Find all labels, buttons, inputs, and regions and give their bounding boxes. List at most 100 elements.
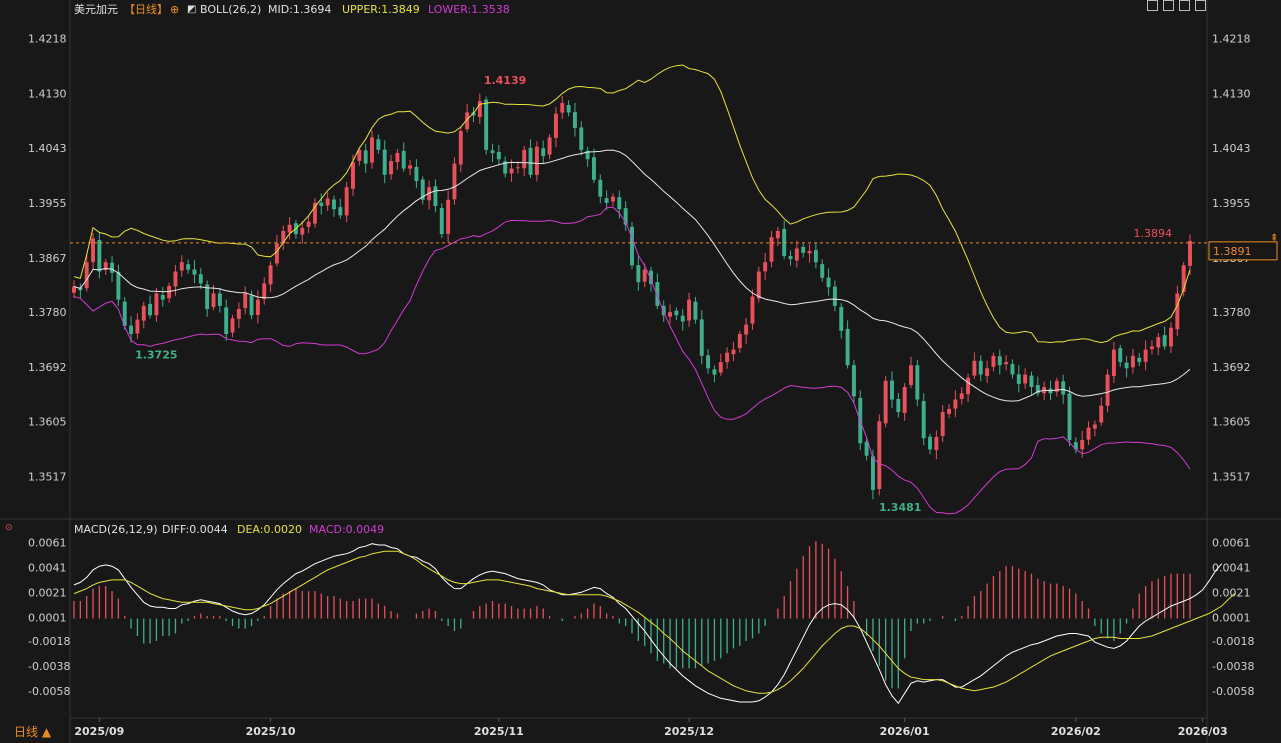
candle-body bbox=[1004, 362, 1009, 365]
candle-body bbox=[598, 179, 603, 197]
candle-body bbox=[585, 150, 590, 160]
candle-body bbox=[566, 105, 571, 113]
candle-body bbox=[160, 294, 165, 300]
candle-body bbox=[490, 150, 495, 153]
candle-body bbox=[325, 198, 330, 206]
candle-body bbox=[591, 157, 596, 180]
candle-body bbox=[972, 360, 977, 376]
candle-body bbox=[699, 319, 704, 356]
candle-body bbox=[1061, 381, 1066, 395]
macd-close-icon[interactable]: ⊙ bbox=[5, 523, 13, 533]
scroll-end-icon[interactable] bbox=[1195, 0, 1206, 11]
candle-body bbox=[687, 299, 692, 321]
candle-body bbox=[915, 365, 920, 400]
candle-body bbox=[72, 286, 76, 293]
candle-body bbox=[452, 163, 457, 200]
price-axis-tick-left: 1.3517 bbox=[28, 470, 67, 483]
macd-axis-tick-right: 0.0061 bbox=[1212, 536, 1251, 549]
price-axis-tick-right: 1.3692 bbox=[1212, 361, 1251, 374]
candle-body bbox=[801, 246, 806, 253]
candle-body bbox=[382, 149, 387, 175]
candle-body bbox=[129, 325, 134, 334]
candle-body bbox=[408, 165, 413, 169]
candle-body bbox=[179, 262, 184, 271]
candle-body bbox=[370, 137, 374, 163]
candle-body bbox=[668, 312, 673, 317]
candle-body bbox=[363, 150, 368, 164]
candle-body bbox=[243, 293, 248, 309]
candle-body bbox=[1124, 362, 1129, 369]
price-axis-tick-left: 1.3867 bbox=[28, 252, 67, 265]
macd-axis-tick-left: 0.0041 bbox=[28, 561, 67, 574]
candle-body bbox=[496, 151, 501, 160]
low-price-annotation: 1.3725 bbox=[135, 348, 177, 361]
time-axis-label: 2026/03 bbox=[1178, 725, 1228, 738]
price-axis-tick-left: 1.3780 bbox=[28, 306, 67, 319]
candle-body bbox=[1169, 327, 1173, 347]
candle-body bbox=[636, 265, 641, 283]
candle-body bbox=[465, 112, 470, 130]
candle-body bbox=[909, 365, 913, 386]
candle-body bbox=[148, 303, 153, 316]
candle-body bbox=[934, 436, 939, 450]
price-axis-tick-left: 1.4130 bbox=[28, 88, 67, 101]
candle-body bbox=[395, 152, 400, 163]
candle-body bbox=[560, 103, 565, 113]
candle-body bbox=[198, 274, 203, 284]
candle-body bbox=[1080, 440, 1085, 450]
candle-body bbox=[1175, 293, 1180, 330]
candle-body bbox=[642, 269, 647, 282]
period-label: 【日线】 bbox=[124, 3, 168, 16]
macd-dea-value: DEA:0.0020 bbox=[237, 523, 302, 536]
candle-body bbox=[813, 249, 818, 263]
boll-label: BOLL(26,2) bbox=[200, 3, 262, 16]
macd-diff-value: DIFF:0.0044 bbox=[162, 523, 228, 536]
candle-body bbox=[940, 412, 945, 436]
candle-body bbox=[1130, 355, 1135, 368]
candle-body bbox=[84, 262, 89, 289]
candle-body bbox=[693, 301, 698, 320]
candle-body bbox=[287, 224, 292, 233]
candle-body bbox=[135, 319, 140, 334]
candle-body bbox=[484, 99, 489, 150]
candle-body bbox=[268, 265, 273, 285]
candle-body bbox=[541, 148, 546, 157]
price-axis-tick-right: 1.3955 bbox=[1212, 197, 1251, 210]
settings-gear-icon[interactable]: ⊕ bbox=[170, 3, 180, 16]
candle-body bbox=[604, 198, 609, 203]
candle-body bbox=[1188, 240, 1192, 266]
candle-body bbox=[763, 262, 768, 272]
current-price-label: 1.3891 bbox=[1213, 245, 1252, 258]
candle-body bbox=[731, 349, 736, 355]
candle-body bbox=[1086, 427, 1091, 440]
candle-body bbox=[351, 162, 355, 189]
boll-lower-value: LOWER:1.3538 bbox=[428, 3, 510, 16]
candle-body bbox=[864, 441, 869, 456]
candle-body bbox=[414, 166, 419, 182]
candle-body bbox=[706, 355, 711, 369]
candle-body bbox=[744, 324, 749, 335]
candle-body bbox=[725, 352, 730, 363]
macd-axis-tick-right: 0.0041 bbox=[1212, 561, 1251, 574]
candle-body bbox=[630, 226, 634, 266]
candle-body bbox=[1099, 405, 1104, 423]
macd-axis-tick-right: 0.0021 bbox=[1212, 586, 1251, 599]
candle-body bbox=[433, 186, 438, 207]
candle-body bbox=[141, 305, 146, 321]
macd-axis-tick-left: 0.0001 bbox=[28, 611, 67, 624]
candle-body bbox=[1054, 380, 1059, 392]
macd-axis-tick-left: 0.0061 bbox=[28, 536, 67, 549]
crosshair-icon[interactable] bbox=[1147, 0, 1158, 11]
restore-icon[interactable] bbox=[1179, 0, 1190, 11]
candle-body bbox=[674, 310, 679, 316]
period-switch-button[interactable]: 日线 ▲ bbox=[14, 725, 52, 739]
time-axis-label: 2025/11 bbox=[474, 725, 524, 738]
candle-body bbox=[991, 355, 996, 367]
zoom-icon[interactable] bbox=[1163, 0, 1174, 11]
price-axis-tick-left: 1.4218 bbox=[28, 33, 67, 46]
candle-body bbox=[357, 149, 362, 161]
candle-body bbox=[186, 264, 191, 270]
macd-axis-tick-right: -0.0038 bbox=[1212, 660, 1254, 673]
candle-body bbox=[110, 262, 115, 273]
